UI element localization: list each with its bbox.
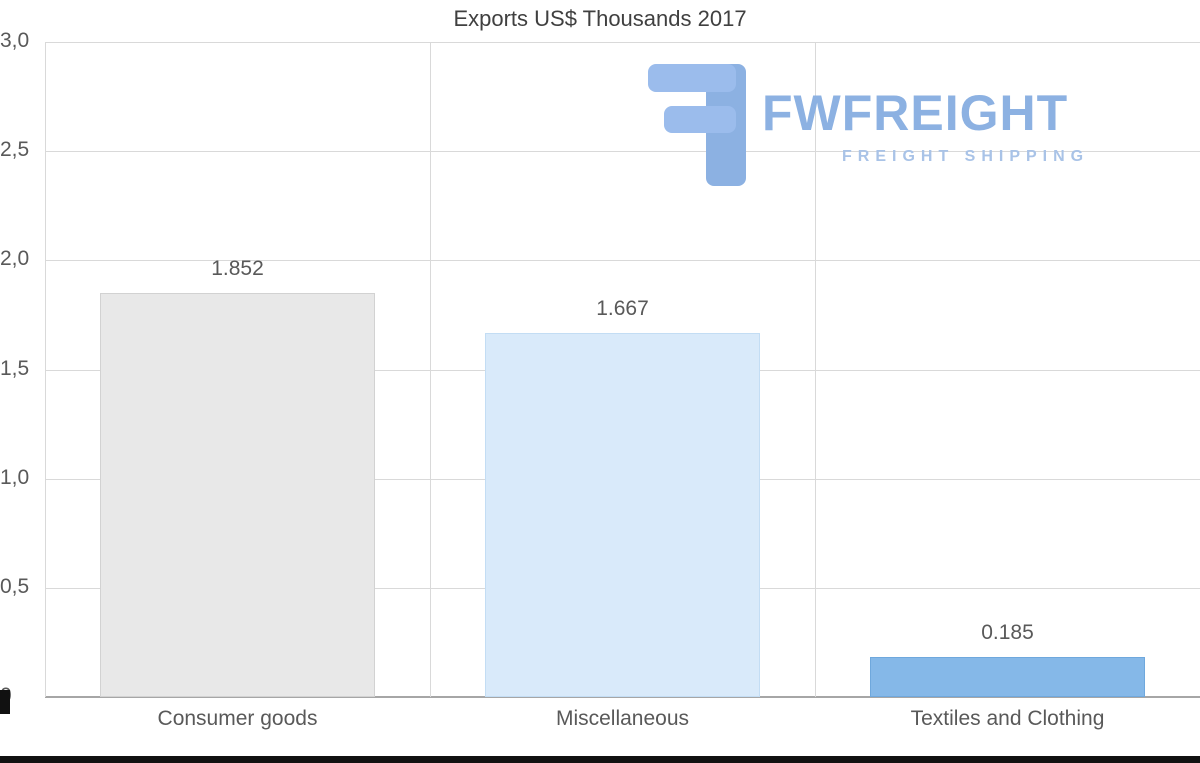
logo-name: FWFREIGHT xyxy=(762,85,1069,141)
bar-value-label: 0.185 xyxy=(981,620,1034,644)
logo-tagline: FREIGHT SHIPPING xyxy=(842,148,1090,165)
chart-title: Exports US$ Thousands 2017 xyxy=(453,6,747,31)
bar xyxy=(100,292,375,697)
fwfreight-logo-icon xyxy=(648,64,746,186)
y-tick-label: 0,5 xyxy=(0,574,30,598)
gridline xyxy=(45,151,1200,153)
bar xyxy=(485,333,760,697)
gridline xyxy=(45,260,1200,262)
axis-zero-mark xyxy=(0,690,10,714)
logo-text-block: FWFREIGHT FREIGHT SHIPPING xyxy=(762,64,1089,166)
y-tick-label: 1,5 xyxy=(0,356,30,380)
gridline xyxy=(45,42,1200,43)
bar xyxy=(870,656,1145,697)
y-tick-label: 2,5 xyxy=(0,138,30,162)
gridline xyxy=(430,42,431,697)
y-tick-label: 1,0 xyxy=(0,465,30,489)
bar-value-label: 1.852 xyxy=(211,256,264,280)
gridline xyxy=(45,42,46,697)
x-axis-category-label: Miscellaneous xyxy=(555,707,690,730)
y-tick-label: 2,0 xyxy=(0,247,30,271)
bar-value-label: 1.667 xyxy=(596,297,649,321)
logo: FWFREIGHT FREIGHT SHIPPING xyxy=(648,64,1089,186)
x-axis-category-label: Textiles and Clothing xyxy=(910,707,1105,730)
x-axis-category-label: Consumer goods xyxy=(157,707,318,730)
y-tick-label: 3,0 xyxy=(0,29,30,52)
gridline xyxy=(815,42,816,697)
bottom-strip xyxy=(0,756,1200,763)
x-axis-line xyxy=(45,696,1200,698)
